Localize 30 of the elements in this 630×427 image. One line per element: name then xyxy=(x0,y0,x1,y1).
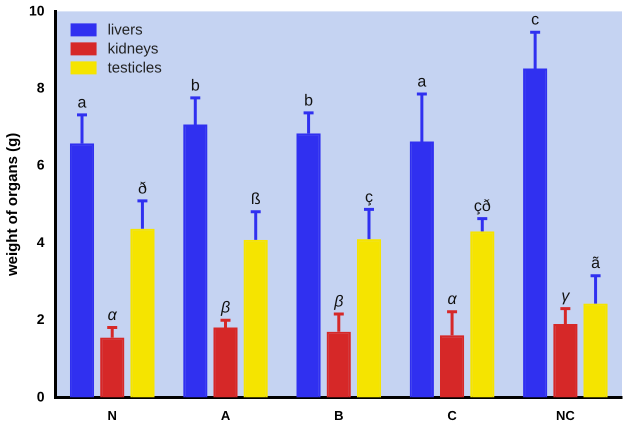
y-tick-label: 8 xyxy=(36,79,45,96)
data-label: ã xyxy=(591,255,600,272)
y-tick-label: 4 xyxy=(36,234,45,250)
y-tick-label: 6 xyxy=(36,156,45,173)
y-tick-label: 0 xyxy=(36,388,45,404)
data-label: β xyxy=(220,300,230,317)
y-tick-label: 2 xyxy=(36,311,45,328)
legend-label: kidneys xyxy=(108,40,158,58)
data-label: ç xyxy=(364,188,373,206)
data-label: c xyxy=(531,12,540,29)
x-tick-label: C xyxy=(447,408,458,423)
data-label: α xyxy=(448,291,458,308)
data-label: çð xyxy=(474,198,491,216)
x-tick-label: A xyxy=(220,408,231,423)
x-tick-label: NC xyxy=(556,408,576,423)
data-label: β xyxy=(333,293,344,310)
x-tick-label: N xyxy=(108,408,117,423)
y-axis-title: weight of organs (g) xyxy=(4,132,22,278)
data-label: ð xyxy=(138,180,147,198)
data-label: b xyxy=(304,92,314,110)
data-label: a xyxy=(78,94,87,112)
data-label: a xyxy=(417,73,426,90)
data-label: ß xyxy=(250,191,261,208)
legend-label: livers xyxy=(108,22,143,39)
y-tick-label: 10 xyxy=(28,2,45,18)
data-label: b xyxy=(190,77,200,94)
legend-label: testicles xyxy=(108,60,162,77)
x-tick-label: B xyxy=(334,408,344,423)
data-label: γ xyxy=(561,288,570,306)
data-label: α xyxy=(108,306,118,324)
